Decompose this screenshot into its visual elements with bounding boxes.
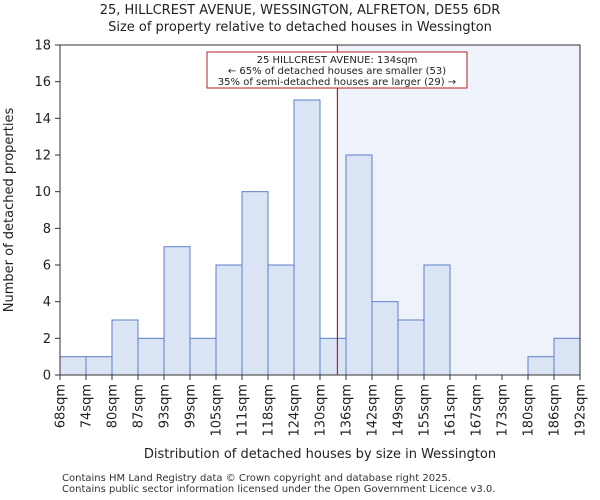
y-tick-label: 2 bbox=[43, 332, 51, 347]
y-tick-label: 18 bbox=[34, 39, 51, 54]
bar-142sqm bbox=[371, 301, 399, 376]
x-tick-label: 149sqm bbox=[392, 384, 407, 437]
bar-186sqm bbox=[553, 337, 581, 376]
y-tick-label: 6 bbox=[43, 259, 51, 274]
bar-180sqm bbox=[527, 356, 555, 376]
x-tick-label: 186sqm bbox=[548, 384, 563, 437]
x-tick-label: 155sqm bbox=[418, 384, 433, 437]
y-tick-label: 16 bbox=[34, 75, 51, 90]
x-tick-label: 173sqm bbox=[496, 384, 511, 437]
annotation-line-3: 35% of semi-detached houses are larger (… bbox=[218, 77, 456, 88]
bar-99sqm bbox=[189, 337, 217, 376]
annotation-line-2: ← 65% of detached houses are smaller (53… bbox=[228, 66, 446, 77]
bar-87sqm bbox=[137, 337, 165, 376]
bar-118sqm bbox=[267, 264, 295, 376]
bar-111sqm bbox=[241, 191, 269, 376]
x-tick-label: 68sqm bbox=[54, 384, 69, 428]
footer-licence: Contains public sector information licen… bbox=[62, 484, 496, 495]
y-axis-label: Number of detached properties bbox=[2, 108, 17, 313]
x-tick-label: 161sqm bbox=[444, 384, 459, 437]
bar-74sqm bbox=[85, 356, 113, 376]
x-tick-label: 74sqm bbox=[80, 384, 95, 428]
x-tick-label: 118sqm bbox=[262, 384, 277, 437]
bar-155sqm bbox=[423, 264, 451, 376]
x-tick-label: 87sqm bbox=[132, 384, 147, 428]
bar-80sqm bbox=[111, 319, 139, 376]
bar-124sqm bbox=[293, 99, 321, 376]
bar-105sqm bbox=[215, 264, 243, 376]
x-tick-label: 105sqm bbox=[210, 384, 225, 437]
y-tick-label: 4 bbox=[43, 295, 51, 310]
annotation-box: 25 HILLCREST AVENUE: 134sqm ← 65% of det… bbox=[206, 51, 468, 89]
bar-130sqm bbox=[319, 337, 347, 376]
x-tick-label: 93sqm bbox=[158, 384, 173, 428]
y-tick-label: 12 bbox=[34, 149, 51, 164]
x-tick-label: 111sqm bbox=[236, 384, 251, 437]
x-tick-label: 167sqm bbox=[470, 384, 485, 437]
x-tick-label: 136sqm bbox=[340, 384, 355, 437]
annotation-frame bbox=[206, 51, 468, 89]
x-tick-label: 124sqm bbox=[288, 384, 303, 437]
y-tick-label: 0 bbox=[43, 369, 51, 384]
y-tick-label: 10 bbox=[34, 185, 51, 200]
x-tick-label: 130sqm bbox=[314, 384, 329, 437]
annotation-line-1: 25 HILLCREST AVENUE: 134sqm bbox=[257, 55, 418, 66]
x-tick-label: 192sqm bbox=[574, 384, 589, 437]
y-tick-label: 14 bbox=[34, 112, 51, 127]
x-tick-label: 142sqm bbox=[366, 384, 381, 437]
bar-93sqm bbox=[163, 246, 191, 376]
x-tick-label: 80sqm bbox=[106, 384, 121, 428]
bar-136sqm bbox=[345, 154, 373, 376]
chart-title: 25, HILLCREST AVENUE, WESSINGTON, ALFRET… bbox=[99, 3, 501, 18]
bar-149sqm bbox=[397, 319, 425, 376]
y-tick-label: 8 bbox=[43, 222, 51, 237]
x-axis-label: Distribution of detached houses by size … bbox=[144, 447, 496, 462]
footer-copyright: Contains HM Land Registry data © Crown c… bbox=[62, 473, 451, 484]
x-tick-label: 99sqm bbox=[184, 384, 199, 428]
chart-subtitle: Size of property relative to detached ho… bbox=[108, 20, 492, 35]
bar-68sqm bbox=[59, 356, 87, 376]
x-tick-label: 180sqm bbox=[522, 384, 537, 437]
